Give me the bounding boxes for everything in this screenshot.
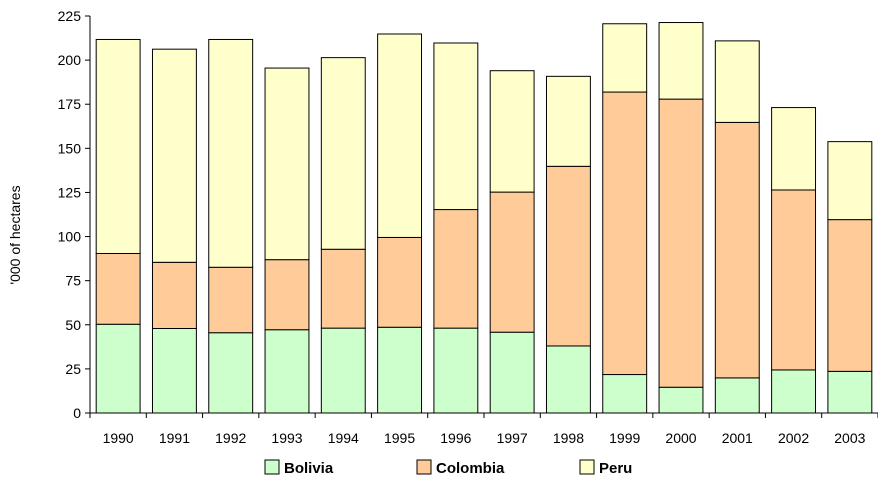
legend-label-peru: Peru bbox=[599, 460, 632, 477]
legend: Bolivia Colombia Peru bbox=[264, 459, 632, 477]
y-tick-label: 175 bbox=[58, 96, 82, 112]
bar-peru-1997 bbox=[489, 70, 535, 193]
legend-swatch-colombia bbox=[416, 459, 432, 475]
bar-bolivia-1996 bbox=[433, 327, 479, 414]
y-tick-label: 50 bbox=[65, 317, 81, 333]
bar-peru-1991 bbox=[151, 48, 197, 263]
bar-colombia-1999 bbox=[602, 91, 648, 376]
y-axis-title: '000 of hectares bbox=[7, 185, 23, 284]
x-tick-label: 2003 bbox=[834, 430, 865, 446]
y-tick-label: 125 bbox=[58, 184, 82, 200]
bar-bolivia-1997 bbox=[489, 331, 535, 414]
bar-peru-1993 bbox=[264, 67, 310, 261]
x-tick-label: 2000 bbox=[665, 430, 696, 446]
bar-bolivia-1995 bbox=[377, 326, 423, 414]
y-tick-label: 225 bbox=[58, 8, 82, 24]
bar-colombia-2002 bbox=[771, 189, 817, 371]
bar-colombia-1994 bbox=[320, 248, 366, 329]
bar-colombia-1998 bbox=[545, 165, 591, 347]
bar-colombia-1991 bbox=[151, 261, 197, 329]
bar-peru-1998 bbox=[545, 75, 591, 167]
x-ticks-group: 1990 1991 1992 1993 1994 1995 1996 1997 1998 1999… bbox=[89, 413, 878, 446]
bar-peru-2001 bbox=[714, 40, 760, 123]
axes-group bbox=[89, 16, 878, 414]
bar-bolivia-2000 bbox=[658, 386, 704, 414]
legend-swatch-peru bbox=[579, 459, 595, 475]
x-tick-label: 1992 bbox=[215, 430, 246, 446]
x-tick-label: 2001 bbox=[722, 430, 753, 446]
bar-bolivia-1991 bbox=[151, 327, 197, 414]
bar-bolivia-2002 bbox=[771, 369, 817, 414]
y-tick-label: 0 bbox=[73, 405, 81, 421]
legend-label-colombia: Colombia bbox=[436, 460, 505, 477]
bars-group bbox=[95, 22, 873, 414]
bar-peru-2003 bbox=[827, 141, 873, 221]
y-tick-label: 75 bbox=[65, 273, 81, 289]
bar-colombia-1996 bbox=[433, 209, 479, 329]
x-tick-label: 1998 bbox=[553, 430, 584, 446]
bar-peru-1999 bbox=[602, 23, 648, 93]
x-tick-label: 2002 bbox=[778, 430, 809, 446]
legend-label-bolivia: Bolivia bbox=[284, 460, 334, 477]
x-tick-label: 1997 bbox=[497, 430, 528, 446]
y-ticks-group: 0 25 50 75 100 125 150 175 200 225 bbox=[58, 8, 90, 421]
x-tick-label: 1990 bbox=[103, 430, 134, 446]
bar-bolivia-1998 bbox=[545, 345, 591, 414]
bar-bolivia-1994 bbox=[320, 327, 366, 414]
bar-bolivia-2001 bbox=[714, 377, 760, 414]
bar-peru-1995 bbox=[377, 33, 423, 238]
bar-peru-2000 bbox=[658, 22, 704, 100]
bar-peru-1994 bbox=[320, 57, 366, 250]
x-tick-label: 1993 bbox=[271, 430, 302, 446]
y-axis-title-group: '000 of hectares bbox=[7, 185, 23, 284]
bar-colombia-1993 bbox=[264, 259, 310, 331]
x-tick-label: 1996 bbox=[440, 430, 471, 446]
bar-peru-1992 bbox=[208, 38, 254, 268]
x-tick-label: 1991 bbox=[159, 430, 190, 446]
bar-bolivia-1993 bbox=[264, 329, 310, 414]
bar-peru-2002 bbox=[771, 107, 817, 191]
x-tick-label: 1995 bbox=[384, 430, 415, 446]
bar-colombia-2003 bbox=[827, 219, 873, 372]
legend-swatch-bolivia bbox=[264, 459, 280, 475]
bar-bolivia-1999 bbox=[602, 374, 648, 414]
bar-bolivia-1992 bbox=[208, 332, 254, 414]
bar-colombia-1992 bbox=[208, 266, 254, 334]
bar-colombia-1990 bbox=[95, 252, 141, 325]
x-tick-label: 1994 bbox=[328, 430, 359, 446]
y-tick-label: 25 bbox=[65, 361, 81, 377]
bar-colombia-2000 bbox=[658, 98, 704, 388]
bar-bolivia-1990 bbox=[95, 323, 141, 414]
y-tick-label: 100 bbox=[58, 229, 82, 245]
bar-peru-1996 bbox=[433, 42, 479, 211]
bar-colombia-2001 bbox=[714, 121, 760, 379]
bar-colombia-1995 bbox=[377, 236, 423, 328]
x-tick-label: 1999 bbox=[609, 430, 640, 446]
bar-peru-1990 bbox=[95, 38, 141, 254]
bar-colombia-1997 bbox=[489, 191, 535, 333]
y-tick-label: 200 bbox=[58, 52, 82, 68]
y-tick-label: 150 bbox=[58, 140, 82, 156]
bar-bolivia-2003 bbox=[827, 370, 873, 414]
